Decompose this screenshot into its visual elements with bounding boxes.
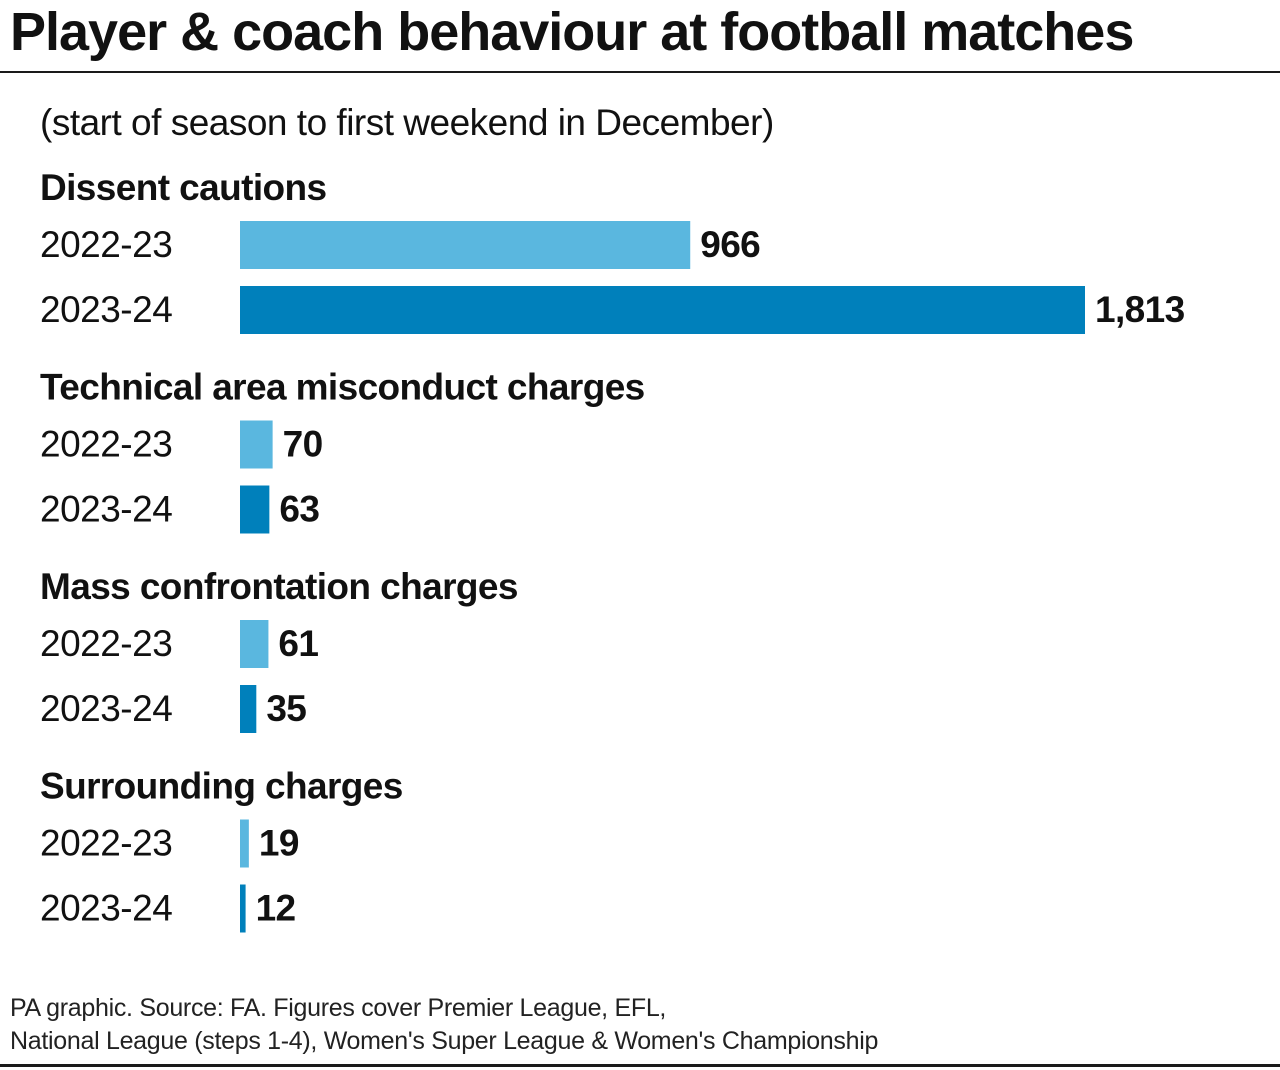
- row-label: 2022-23: [40, 224, 172, 265]
- row-label: 2023-24: [40, 488, 172, 529]
- bar: [240, 819, 249, 868]
- source-line-2: National League (steps 1-4), Women's Sup…: [10, 1027, 879, 1055]
- row-label: 2022-23: [40, 822, 172, 863]
- group-title: Technical area misconduct charges: [40, 366, 645, 407]
- row-label: 2023-24: [40, 289, 172, 330]
- footer-divider: [0, 1064, 1280, 1067]
- bar-chart: Dissent cautions 2022-23 966 2023-24 1,813 Te…: [40, 167, 1185, 933]
- value-label: 1,813: [1095, 289, 1185, 330]
- group-title: Mass confrontation charges: [40, 566, 518, 607]
- group-title: Dissent cautions: [40, 167, 326, 208]
- row-label: 2022-23: [40, 423, 172, 464]
- bar: [240, 485, 270, 534]
- bar: [240, 221, 691, 269]
- row-label: 2023-24: [40, 887, 172, 928]
- group-title: Surrounding charges: [40, 765, 403, 806]
- source-line-1: PA graphic. Source: FA. Figures cover Pr…: [10, 994, 667, 1022]
- chart-title: Player & coach behaviour at football mat…: [10, 2, 1134, 62]
- title-divider: [0, 71, 1280, 73]
- bar: [240, 685, 257, 733]
- value-label: 61: [278, 623, 318, 664]
- row-label: 2022-23: [40, 623, 172, 664]
- row-label: 2023-24: [40, 688, 172, 729]
- bar: [240, 884, 246, 933]
- bar: [240, 420, 273, 469]
- bar: [240, 286, 1085, 334]
- value-label: 70: [283, 423, 323, 464]
- value-label: 63: [279, 488, 319, 529]
- value-label: 19: [259, 822, 299, 863]
- value-label: 35: [266, 688, 306, 729]
- source-footer: PA graphic. Source: FA. Figures cover Pr…: [10, 992, 878, 1058]
- value-label: 966: [700, 224, 760, 265]
- bar: [240, 620, 269, 668]
- value-label: 12: [256, 887, 296, 928]
- chart-subtitle: (start of season to first weekend in Dec…: [40, 102, 774, 143]
